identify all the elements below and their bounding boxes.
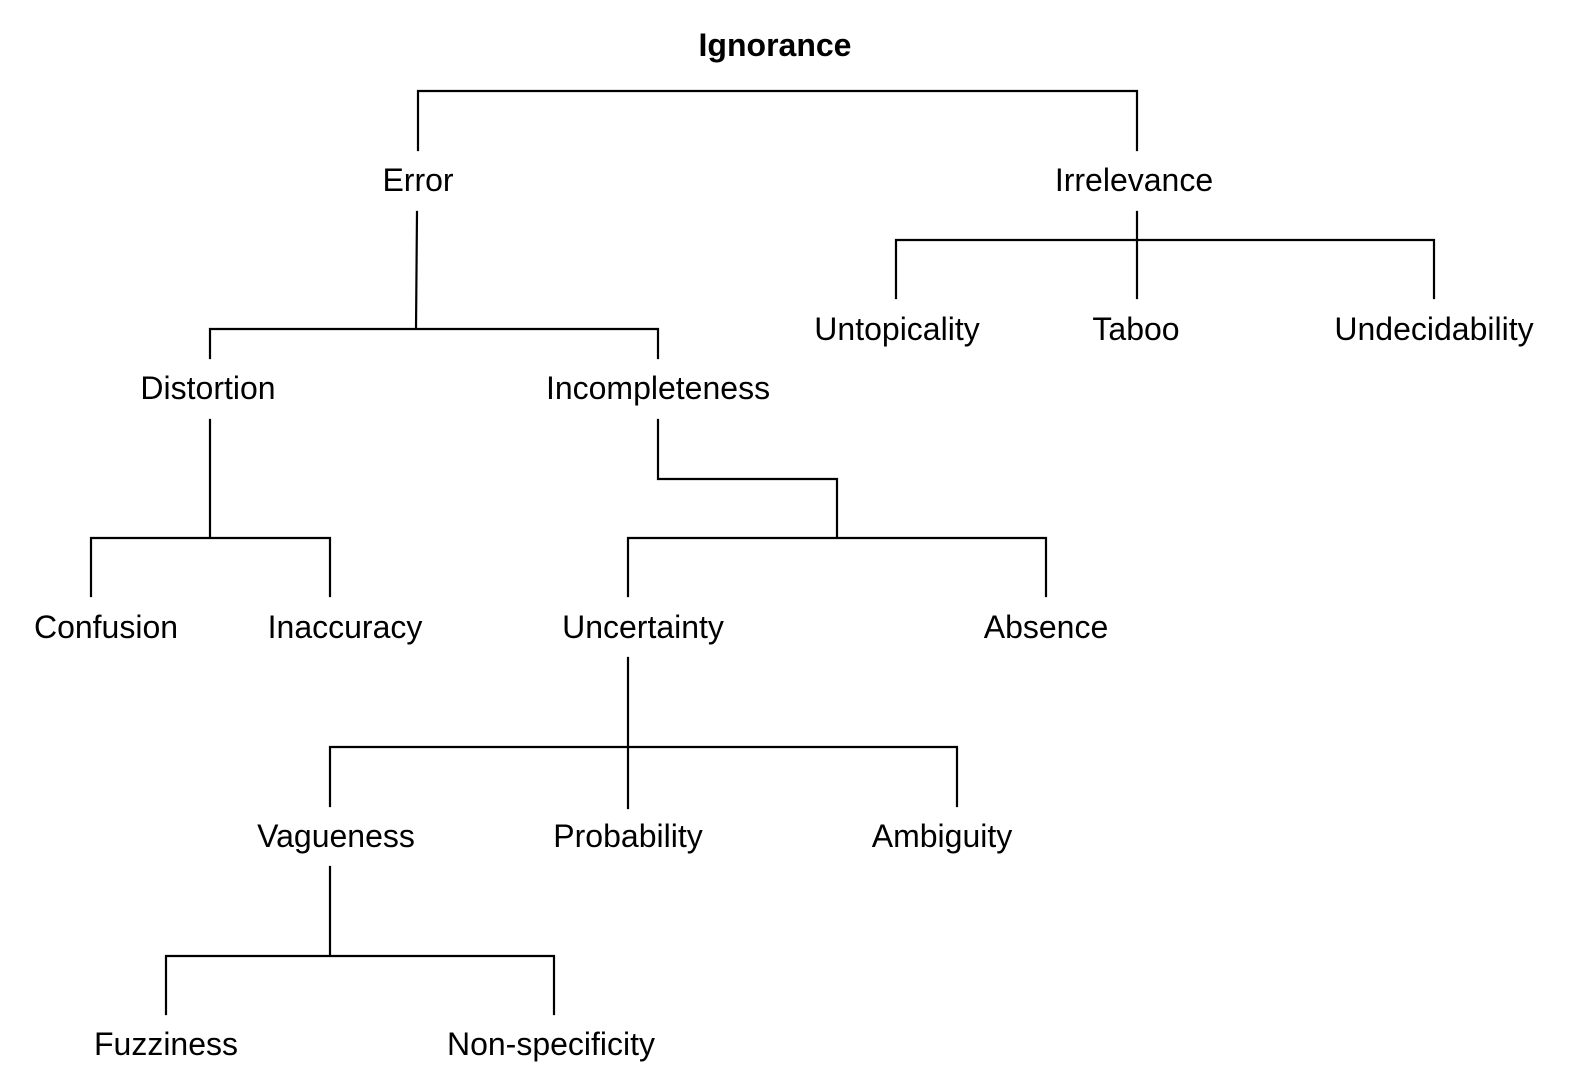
node-irrelevance: Irrelevance [1054,162,1214,198]
edge-error-children [208,210,660,360]
node-fuzziness: Fuzziness [93,1026,239,1062]
node-absence: Absence [983,609,1109,645]
node-uncertainty: Uncertainty [562,609,724,645]
edge-vagueness-children [164,865,556,1016]
node-untopicality: Untopicality [814,311,980,347]
node-nonspecificity: Non-specificity [446,1026,656,1062]
node-undecidability: Undecidability [1334,311,1534,347]
node-incompleteness: Incompleteness [545,370,771,406]
edge-ignorance-children [416,89,1139,152]
node-probability: Probability [553,818,703,854]
node-inaccuracy: Inaccuracy [267,609,423,645]
edge-incompleteness-children [626,418,1048,598]
edge-irrelevance-children [894,210,1436,300]
edge-uncertainty-children [328,656,959,810]
node-confusion: Confusion [33,609,179,645]
node-ignorance: Ignorance [698,27,852,63]
node-taboo: Taboo [1092,311,1180,347]
node-vagueness: Vagueness [257,818,415,854]
node-ambiguity: Ambiguity [871,818,1013,854]
node-error: Error [382,162,454,198]
edge-distortion-children [89,418,332,598]
node-distortion: Distortion [140,370,276,406]
